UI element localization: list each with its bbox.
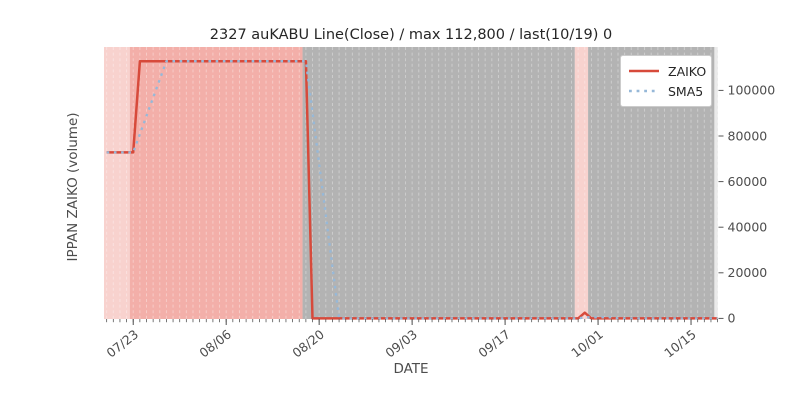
y-tick-label: 100000 (728, 83, 776, 98)
x-tick-label: 08/20 (289, 327, 327, 361)
day-band-light_pink (104, 47, 130, 319)
legend: ZAIKO SMA5 (620, 55, 712, 107)
sma5-line-swatch (629, 89, 659, 93)
y-tick-label: 0 (728, 311, 736, 326)
day-band-light_pink (574, 47, 589, 319)
day-band-gray (302, 47, 575, 319)
x-tick-label: 10/01 (568, 327, 606, 361)
day-band-pink (129, 47, 303, 319)
legend-item-zaiko: ZAIKO (628, 61, 707, 81)
x-tick-label: 07/23 (103, 327, 141, 361)
y-tick-label: 80000 (728, 128, 768, 143)
x-tick-label: 09/03 (382, 327, 420, 361)
x-tick-label: 09/17 (475, 327, 513, 361)
legend-item-sma5: SMA5 (628, 81, 703, 101)
chart-title: 2327 auKABU Line(Close) / max 112,800 / … (209, 27, 613, 43)
legend-label-zaiko: ZAIKO (668, 63, 707, 79)
x-axis-label: DATE (393, 361, 429, 377)
x-tick-label: 10/15 (661, 327, 699, 361)
y-tick-label: 20000 (728, 265, 768, 280)
y-tick-label: 60000 (728, 174, 768, 189)
legend-label-sma5: SMA5 (668, 83, 704, 99)
y-tick-label: 40000 (728, 220, 768, 235)
x-tick-label: 08/06 (196, 327, 234, 361)
y-axis-label: IPPAN ZAIKO (volume) (65, 112, 81, 262)
sma5-line (106, 60, 718, 320)
zaiko-line-swatch (629, 69, 659, 73)
